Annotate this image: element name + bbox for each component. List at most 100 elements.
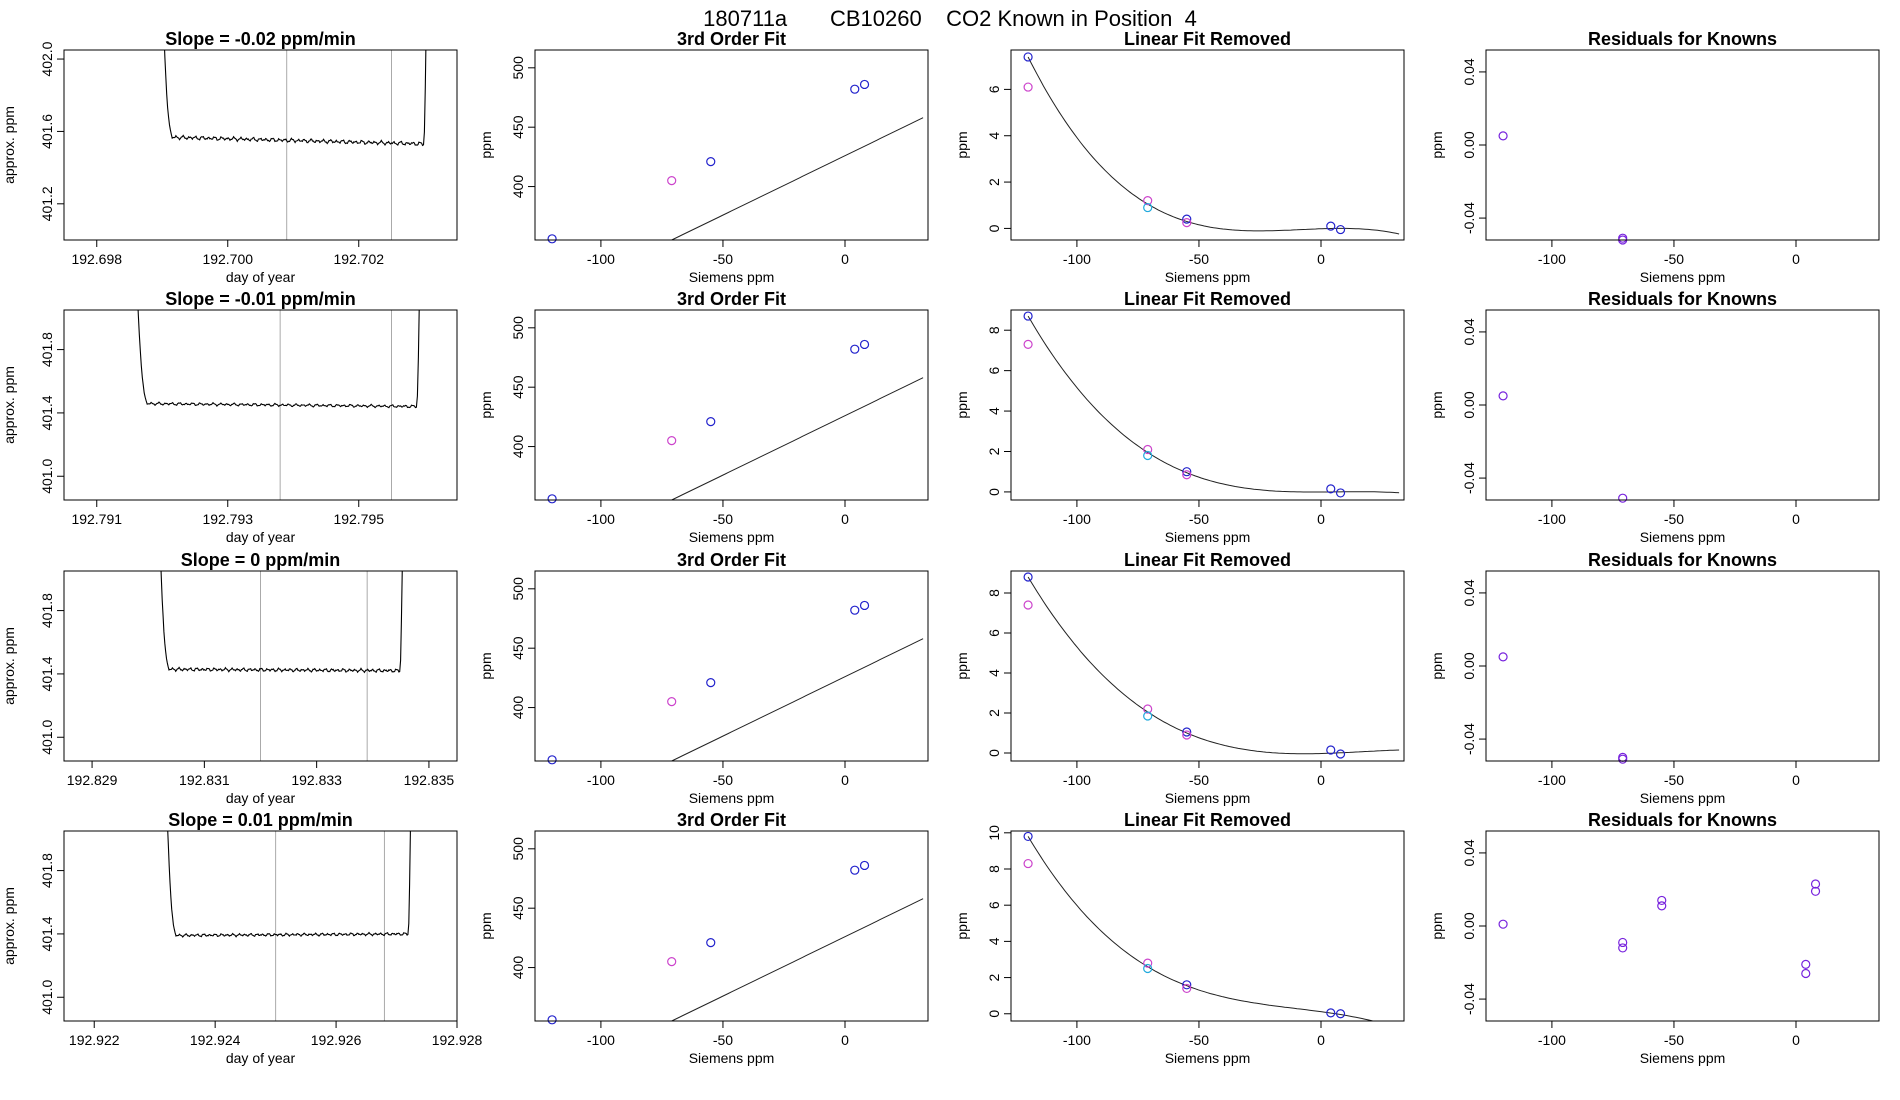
y-tick-label: 401.2 [39,186,55,221]
fit-curve [1027,836,1375,1021]
panel-title: Slope = 0.01 ppm/min [168,810,353,830]
x-tick-label: 192.702 [333,251,384,267]
y-axis-label: ppm [1429,391,1445,418]
panel-title: Residuals for Knowns [1588,29,1777,49]
plot-area [1027,576,1400,755]
plot-area [164,50,427,240]
y-tick-label: 401.0 [39,720,55,755]
data-point [859,860,870,871]
data-point [667,436,677,446]
x-tick-label: -50 [1664,511,1684,527]
x-tick-label: 192.795 [333,511,384,527]
plot-frame [1485,49,1880,241]
x-axis-label: Siemens ppm [1165,790,1251,806]
data-point [706,417,716,427]
y-axis-label: ppm [954,912,970,939]
y-tick-label: 0 [986,488,1002,496]
y-tick-label: 401.4 [39,395,55,430]
y-tick-label: 401.8 [39,853,55,888]
panel-title: 3rd Order Fit [677,29,786,49]
y-tick-label: 401.0 [39,459,55,494]
plot-frame [534,570,929,762]
data-point [1326,745,1336,755]
data-point [667,176,677,186]
x-tick-label: -50 [713,1032,733,1048]
data-point [1143,196,1153,206]
y-tick-label: 400 [510,435,526,459]
panel-res-0: Residuals for Knowns -100 -50 0 -0.04 0.00 0.0… [1429,29,1880,285]
panel-fit3-1: 3rd Order Fit -100 -50 0 400 450 500 Siemens pp… [478,289,929,545]
x-axis-label: Siemens ppm [689,1050,775,1066]
y-tick-label: 402.0 [39,41,55,76]
y-axis-label: approx. ppm [1,627,17,705]
data-point [1657,895,1667,906]
panel-title: Slope = -0.01 ppm/min [165,289,356,309]
data-point [706,678,716,688]
x-tick-label: 192.829 [67,772,118,788]
data-point [1335,224,1346,235]
x-tick-label: 192.924 [190,1032,241,1048]
data-point [1143,450,1153,461]
data-point [1182,980,1192,990]
plot-area [137,310,420,500]
y-axis-label: ppm [478,131,494,158]
y-tick-label: 8 [986,589,1002,597]
y-tick-label: -0.04 [1461,462,1477,494]
y-axis-label: ppm [1429,131,1445,158]
data-point [1143,202,1153,213]
y-tick-label: 0.00 [1461,391,1477,418]
panel-fit3-0: 3rd Order Fit -100 -50 0 400 450 500 Siemens pp… [478,29,929,285]
panel-title: 3rd Order Fit [677,550,786,570]
y-tick-label: 401.4 [39,916,55,951]
data-point [850,865,860,875]
data-point [850,344,860,354]
fit-curve [670,638,924,761]
x-tick-label: 192.928 [432,1032,483,1048]
x-axis-label: Siemens ppm [689,269,775,285]
plot-area [670,377,924,500]
data-point [1618,752,1628,762]
data-point [1143,711,1153,721]
x-tick-label: -50 [713,511,733,527]
x-tick-label: 192.793 [202,511,253,527]
x-tick-label: -50 [1664,1032,1684,1048]
x-axis-label: day of year [226,790,296,806]
plot-frame [1010,830,1405,1022]
data-trace [137,310,420,409]
data-point [1618,493,1628,503]
x-tick-label: 192.700 [202,251,253,267]
panel-trace-1: Slope = -0.01 ppm/min 192.791 192.793 192.7… [1,289,458,545]
x-axis-label: Siemens ppm [1165,1050,1251,1066]
x-tick-label: 0 [1317,251,1325,267]
data-point [1335,1009,1346,1019]
x-tick-label: 0 [1792,251,1800,267]
x-tick-label: 192.926 [311,1032,362,1048]
panel-lin-0: Linear Fit Removed -100 -50 0 0 2 4 6 Siemens pp… [954,29,1405,285]
plot-frame [534,49,929,241]
y-tick-label: 400 [510,175,526,199]
y-axis-label: ppm [1429,912,1445,939]
data-point [859,600,870,611]
x-axis-label: Siemens ppm [1640,1050,1726,1066]
y-tick-label: 500 [510,577,526,601]
data-point [1498,919,1508,929]
y-tick-label: 2 [986,178,1002,186]
data-point [1182,218,1192,228]
y-tick-label: 0 [986,1010,1002,1018]
x-tick-label: -100 [1538,511,1566,527]
data-point [1618,754,1628,764]
plot-frame [63,309,458,501]
data-trace [160,571,403,674]
x-tick-label: -50 [1189,772,1209,788]
data-point [1326,1008,1336,1018]
data-point [1326,221,1336,231]
fit-curve [1027,56,1400,235]
data-point [547,494,557,504]
y-tick-label: 401.6 [39,114,55,149]
panel-trace-2: Slope = 0 ppm/min 192.829 192.831 192.833 19… [1,550,458,806]
data-point [1143,444,1153,455]
data-point [859,79,870,90]
y-tick-label: -0.04 [1461,202,1477,234]
x-tick-label: 0 [841,511,849,527]
